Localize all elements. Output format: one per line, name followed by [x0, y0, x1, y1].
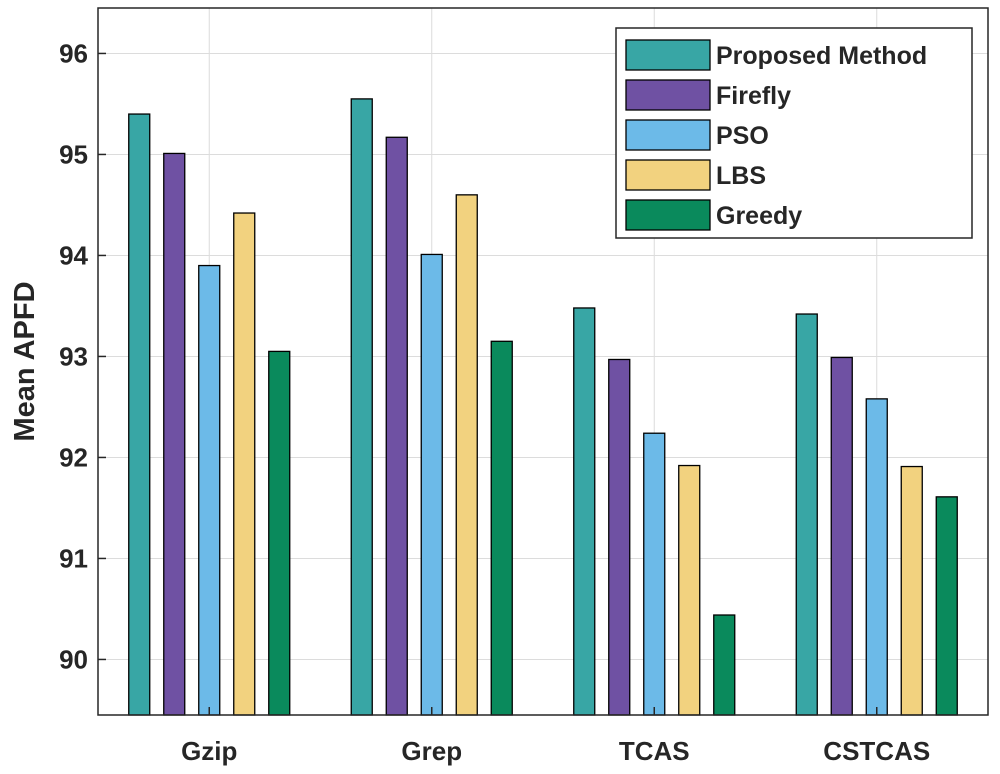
- legend: Proposed Method Firefly PSO LBS Greedy: [615, 27, 973, 239]
- bar-greedy-gzip: [268, 350, 291, 716]
- bar-proposed-method-grep: [350, 98, 373, 716]
- legend-swatch: [625, 159, 711, 191]
- bar-lbs-cstcas: [900, 465, 923, 716]
- bar-pso-gzip: [198, 264, 221, 716]
- bar-firefly-grep: [385, 136, 408, 716]
- bar-greedy-cstcas: [935, 496, 958, 716]
- bar-proposed-method-tcas: [573, 307, 596, 716]
- bar-firefly-gzip: [163, 152, 186, 716]
- x-axis-ticks: Gzip Grep TCAS CSTCAS: [181, 707, 930, 766]
- y-tick-label: 90: [59, 644, 88, 674]
- y-tick-label: 94: [59, 240, 88, 270]
- legend-swatch: [625, 79, 711, 111]
- y-tick-label: 95: [59, 139, 88, 169]
- y-tick-label: 96: [59, 38, 88, 68]
- legend-label: Proposed Method: [716, 42, 927, 70]
- legend-swatch: [625, 119, 711, 151]
- bar-proposed-method-cstcas: [795, 313, 818, 716]
- y-tick-label: 92: [59, 442, 88, 472]
- x-tick-label: Gzip: [181, 736, 237, 766]
- bar-pso-grep: [420, 253, 443, 716]
- y-tick-label: 91: [59, 543, 88, 573]
- x-tick-label: Grep: [401, 736, 462, 766]
- bar-lbs-tcas: [678, 464, 701, 716]
- bar-greedy-tcas: [713, 614, 736, 716]
- x-tick-label: CSTCAS: [823, 736, 930, 766]
- y-tick-label: 93: [59, 341, 88, 371]
- y-axis-ticks: 90 91 92 93 94 95 96: [59, 38, 106, 674]
- legend-label: LBS: [716, 162, 766, 190]
- axes-box: [97, 7, 989, 716]
- bar-pso-tcas: [643, 432, 666, 716]
- legend-swatch: [625, 199, 711, 231]
- bar-lbs-grep: [455, 194, 478, 716]
- bar-greedy-grep: [490, 340, 513, 716]
- legend-label: Greedy: [716, 202, 802, 230]
- x-tick-label: TCAS: [619, 736, 690, 766]
- bar-lbs-gzip: [233, 212, 256, 716]
- bar-firefly-tcas: [608, 358, 631, 716]
- bar-pso-cstcas: [865, 398, 888, 716]
- legend-label: PSO: [716, 122, 769, 150]
- bar-proposed-method-gzip: [128, 113, 151, 716]
- legend-label: Firefly: [716, 82, 791, 110]
- bar-firefly-cstcas: [830, 356, 853, 716]
- y-axis-label: Mean APFD: [9, 281, 41, 441]
- legend-swatch: [625, 39, 711, 71]
